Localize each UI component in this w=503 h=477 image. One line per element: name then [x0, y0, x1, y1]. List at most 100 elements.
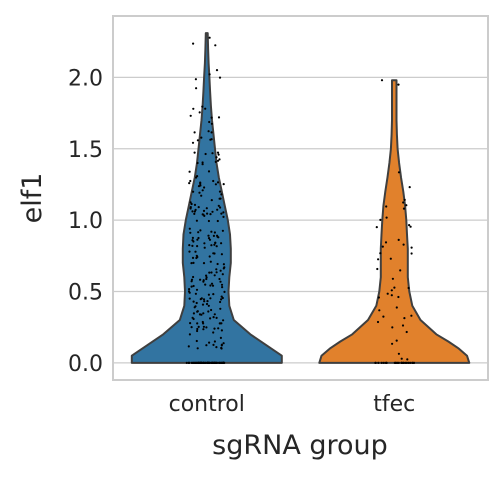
point-tfec [382, 361, 385, 364]
point-control [188, 297, 191, 300]
point-control [220, 242, 223, 245]
point-tfec [380, 361, 383, 364]
point-tfec [400, 357, 403, 360]
point-control [220, 298, 223, 301]
point-control [188, 227, 191, 230]
point-tfec [408, 224, 411, 227]
point-control [201, 163, 204, 166]
point-tfec [376, 267, 379, 271]
point-control [201, 189, 204, 192]
point-control [205, 326, 208, 329]
point-control [207, 234, 210, 237]
y-tick-labels: 0.0 0.5 1.0 1.5 2.0 [68, 66, 103, 376]
point-control [211, 152, 214, 155]
point-control [201, 161, 204, 164]
point-control [191, 141, 195, 144]
point-control [196, 347, 199, 350]
point-control [197, 231, 200, 234]
point-control [202, 325, 205, 328]
point-control [192, 261, 195, 264]
point-tfec [401, 324, 405, 327]
plot-frame [112, 15, 489, 381]
point-control [189, 206, 192, 209]
point-control [213, 274, 216, 277]
point-control [196, 327, 199, 331]
point-control [189, 231, 192, 234]
point-control [210, 199, 213, 202]
point-control [194, 292, 197, 295]
y-tick-label: 0.0 [68, 352, 103, 377]
point-control [193, 131, 196, 134]
point-tfec [402, 361, 405, 364]
point-control [207, 310, 210, 313]
point-tfec [407, 286, 410, 290]
point-tfec [403, 198, 406, 201]
point-tfec [397, 352, 400, 355]
point-control [218, 190, 222, 193]
point-control [202, 280, 205, 283]
point-control [205, 302, 209, 306]
point-control [195, 361, 198, 364]
point-control [197, 236, 200, 240]
point-tfec [395, 339, 398, 342]
point-control [208, 73, 211, 76]
point-control [216, 208, 219, 211]
point-control [193, 212, 196, 215]
point-control [188, 250, 191, 253]
point-tfec [395, 306, 398, 309]
point-tfec [380, 79, 384, 82]
point-control [197, 206, 200, 209]
x-tick-labels: control tfec [169, 392, 416, 417]
point-control [210, 230, 213, 233]
point-control [196, 238, 199, 241]
point-control [195, 254, 198, 257]
x-tick-label: control [169, 392, 245, 417]
violin-control [130, 32, 283, 364]
point-control [203, 214, 206, 217]
point-control [208, 341, 211, 344]
point-tfec [385, 216, 388, 219]
point-control [190, 326, 193, 329]
point-control [209, 317, 212, 320]
point-control [196, 161, 199, 165]
point-tfec [376, 320, 380, 324]
point-control [217, 236, 220, 239]
point-control [199, 278, 202, 281]
point-tfec [403, 317, 406, 320]
point-control [213, 313, 216, 316]
point-control [208, 271, 211, 274]
point-control [211, 210, 214, 213]
point-control [195, 219, 198, 222]
point-control [190, 202, 193, 206]
point-control [207, 293, 210, 296]
point-control [208, 238, 212, 241]
point-control [185, 361, 188, 364]
point-control [192, 42, 195, 45]
point-control [214, 183, 217, 186]
point-tfec [377, 296, 380, 299]
point-control [196, 329, 199, 333]
point-control [188, 182, 191, 185]
point-control [207, 219, 210, 223]
point-control [191, 256, 195, 259]
point-control [206, 212, 209, 215]
point-control [210, 138, 213, 141]
point-control [187, 345, 190, 348]
y-tick-label: 2.0 [68, 66, 103, 91]
point-control [190, 280, 193, 283]
point-control [220, 322, 223, 325]
point-control [204, 283, 207, 286]
point-control [209, 284, 212, 287]
point-tfec [410, 252, 413, 255]
point-control [205, 344, 208, 347]
point-control [220, 346, 223, 350]
point-control [192, 284, 195, 288]
point-control [221, 229, 224, 232]
point-control [216, 219, 219, 223]
point-control [202, 312, 205, 315]
point-control [199, 184, 202, 187]
point-control [215, 271, 218, 274]
point-tfec [406, 358, 409, 361]
point-control [202, 262, 206, 265]
point-control [208, 36, 211, 39]
